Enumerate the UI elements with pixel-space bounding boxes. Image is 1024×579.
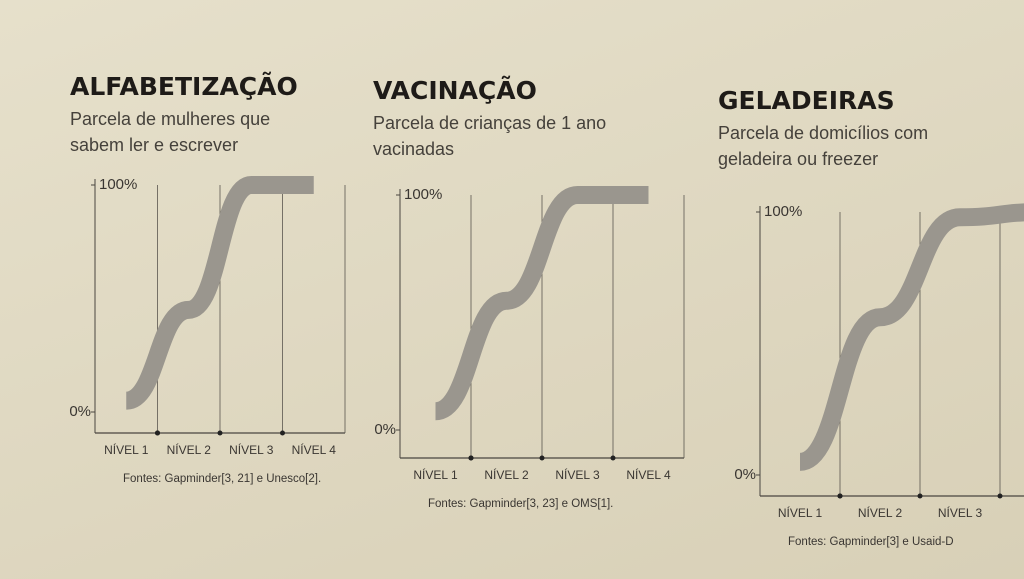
y-tick-label: 0% xyxy=(734,466,756,483)
chart-title: GELADEIRAS xyxy=(718,86,895,115)
axis-dot xyxy=(217,430,223,436)
axis-dot xyxy=(155,430,160,436)
x-tick-label: NÍVEL 3 xyxy=(229,442,274,457)
curve xyxy=(797,203,1024,471)
axis-dot xyxy=(610,455,616,461)
chart-title: VACINAÇÃO xyxy=(373,76,537,105)
axis-dot xyxy=(997,493,1003,499)
curve xyxy=(433,186,649,421)
chart-subtitle: vacinadas xyxy=(373,139,454,159)
y-tick-label: 100% xyxy=(99,176,137,193)
x-tick-label: NÍVEL 1 xyxy=(413,467,458,482)
x-tick-label: NÍVEL 2 xyxy=(858,505,903,520)
x-tick-label: NÍVEL 3 xyxy=(938,505,983,520)
chart-subtitle: sabem ler e escrever xyxy=(70,135,238,155)
x-tick-label: NÍVEL 2 xyxy=(484,467,529,482)
y-tick-label: 100% xyxy=(764,203,802,220)
axis-dot xyxy=(280,430,285,436)
source: Fontes: Gapminder[3, 21] e Unesco[2]. xyxy=(123,473,321,485)
x-tick-label: NÍVEL 3 xyxy=(555,467,600,482)
x-tick-label: NÍVEL 1 xyxy=(104,442,149,457)
chart-subtitle: Parcela de crianças de 1 ano xyxy=(373,113,606,133)
x-tick-label: NÍVEL 4 xyxy=(292,442,337,457)
y-tick-label: 100% xyxy=(404,186,442,203)
axis-dot xyxy=(539,455,545,461)
axis-dot xyxy=(468,455,474,461)
x-tick-label: NÍVEL 2 xyxy=(167,442,212,457)
source: Fontes: Gapminder[3] e Usaid-D xyxy=(788,536,954,548)
curve xyxy=(124,176,314,410)
y-tick-label: 0% xyxy=(69,403,91,420)
chart-subtitle: Parcela de domicílios com xyxy=(718,123,928,143)
x-tick-label: NÍVEL 4 xyxy=(626,467,671,482)
y-tick-label: 0% xyxy=(374,421,396,438)
chart-subtitle: Parcela de mulheres que xyxy=(70,109,270,129)
x-tick-label: NÍVEL 1 xyxy=(778,505,823,520)
axis-dot xyxy=(837,493,843,499)
chart-title: ALFABETIZAÇÃO xyxy=(70,72,298,101)
source: Fontes: Gapminder[3, 23] e OMS[1]. xyxy=(428,498,613,510)
chart-subtitle: geladeira ou freezer xyxy=(718,149,878,169)
axis-dot xyxy=(917,493,923,499)
